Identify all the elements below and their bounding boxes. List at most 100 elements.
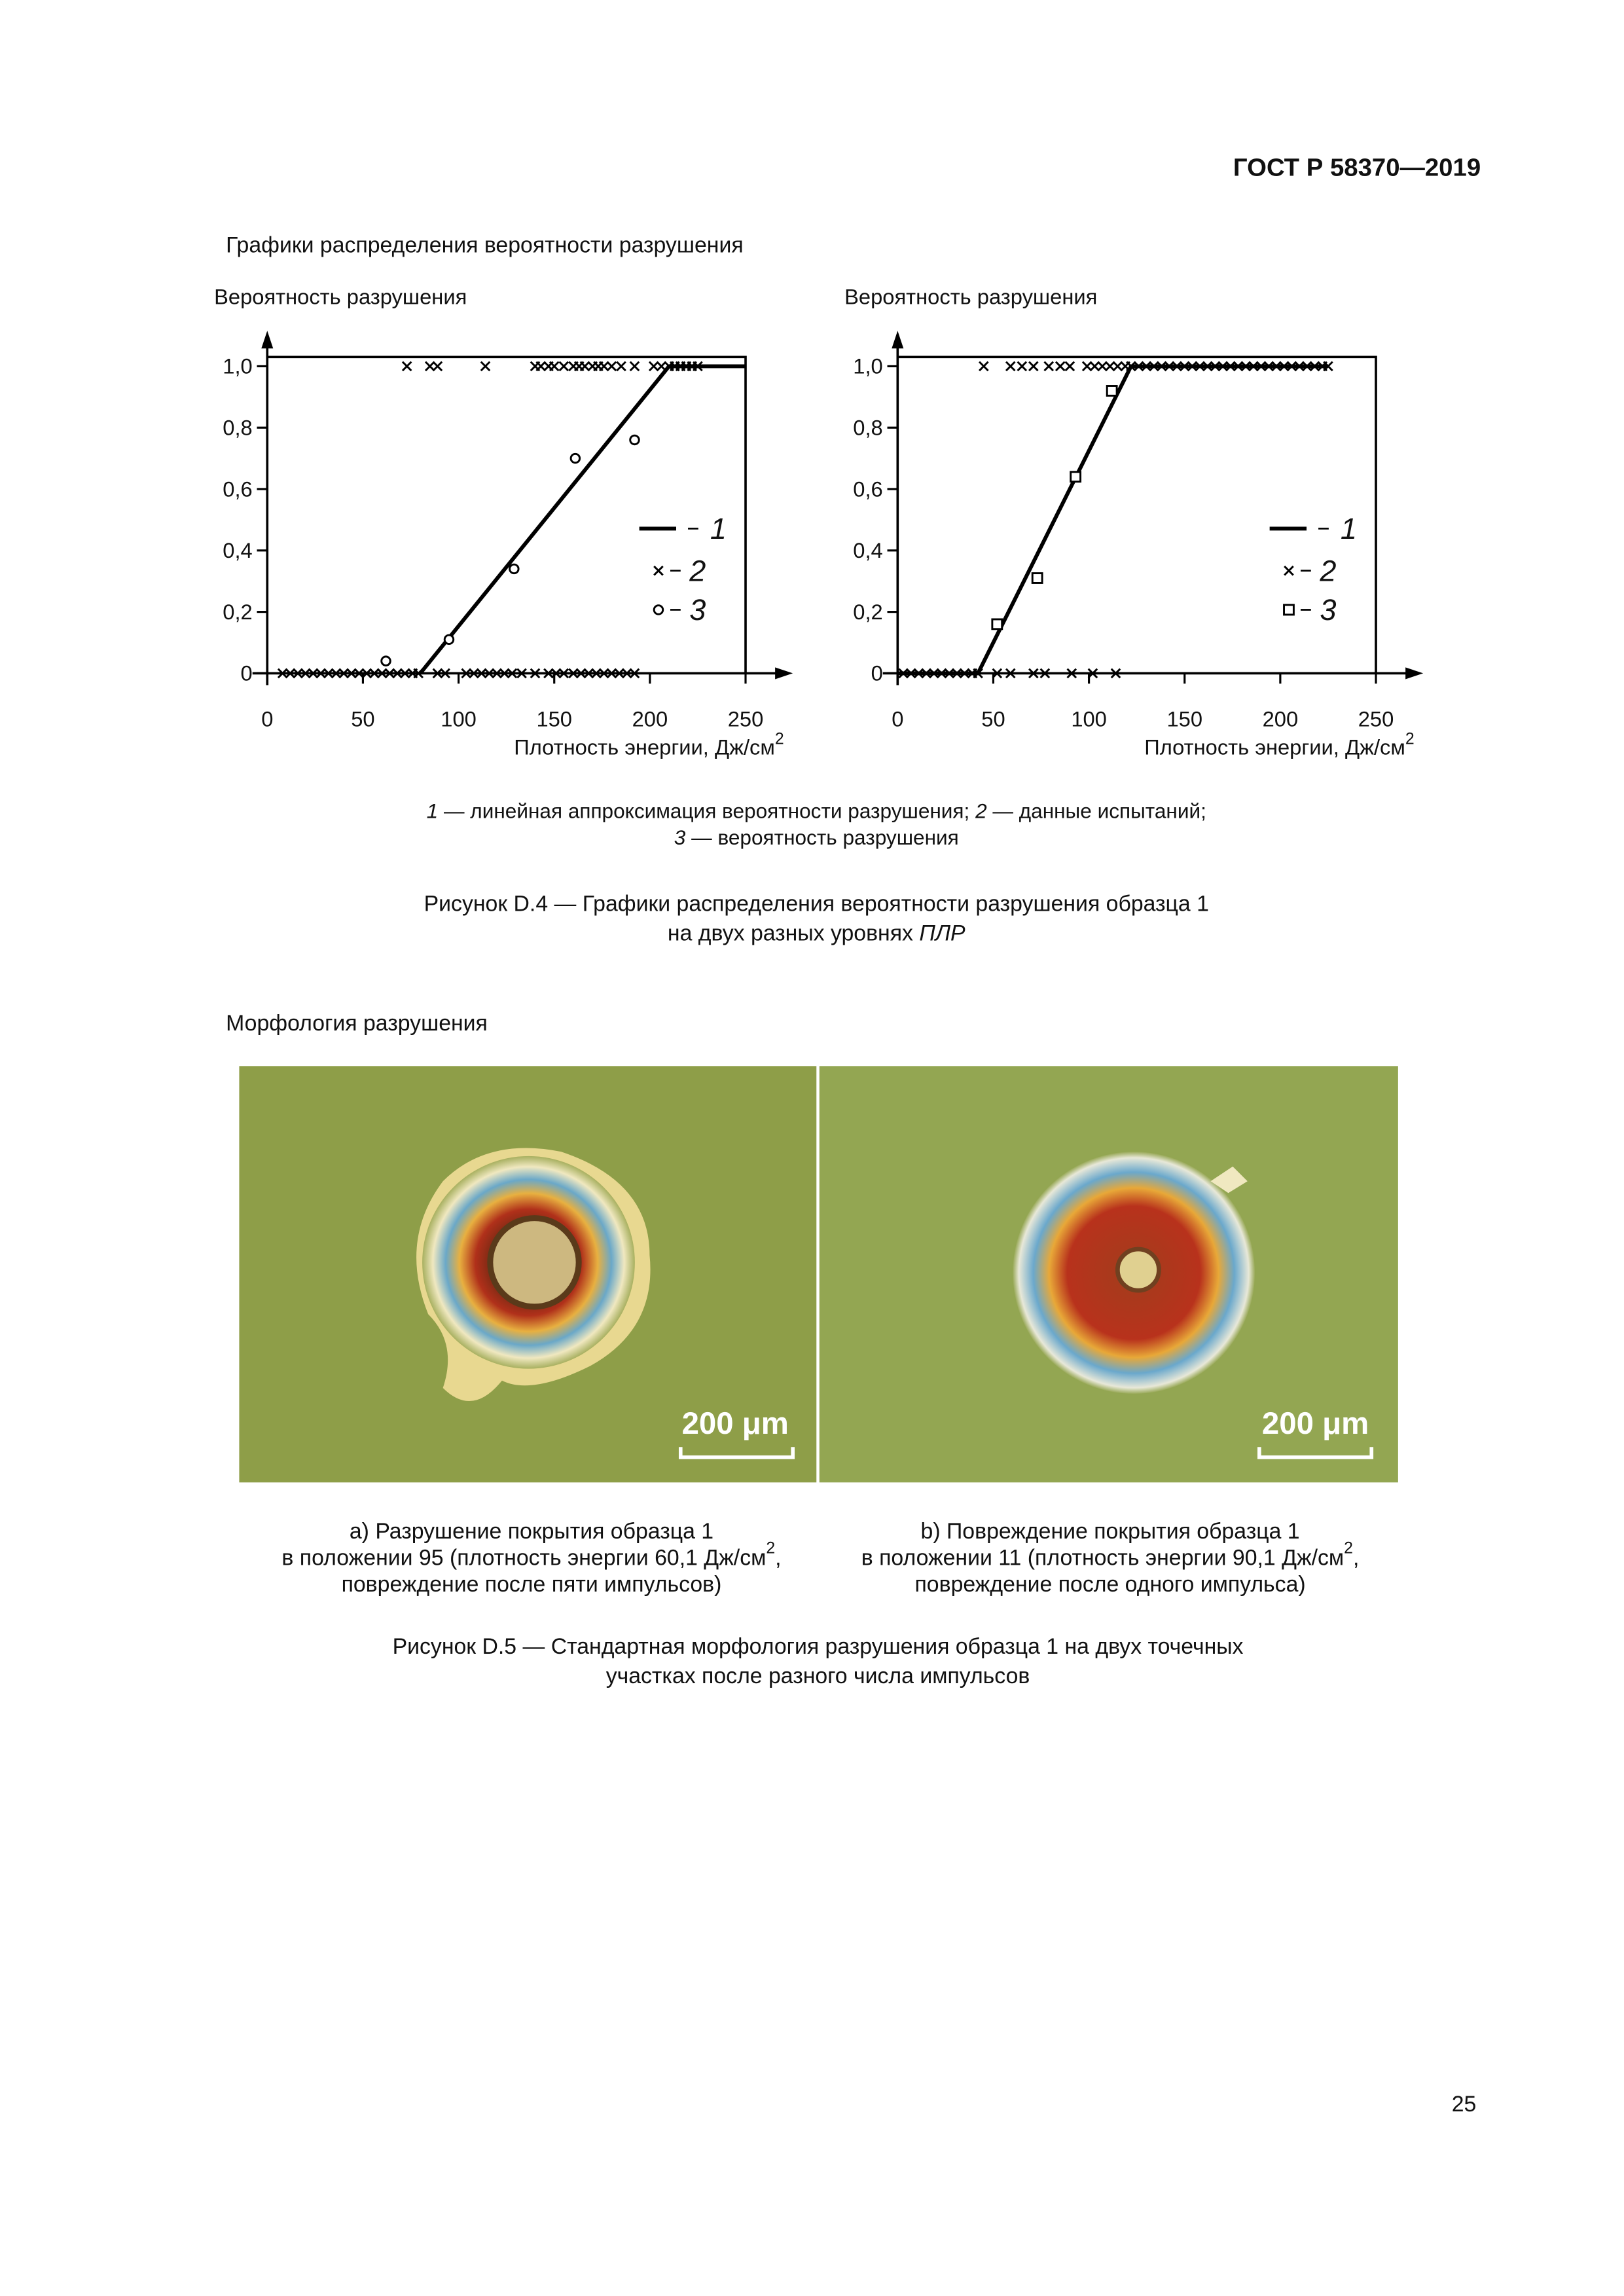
marker-x [693, 361, 703, 372]
note-text: — линейная аппроксимация вероятности раз… [438, 799, 975, 822]
page-number: 25 [1452, 2092, 1477, 2117]
marker-x [992, 668, 1003, 679]
caption-part: на двух разных уровнях [668, 921, 919, 946]
marker-x [1233, 361, 1244, 372]
legend-swatch [1284, 565, 1294, 576]
note-text: — вероятность разрушения [685, 826, 958, 849]
x-tick-label: 200 [632, 707, 668, 731]
y-tick-label: 0,4 [223, 538, 252, 562]
marker-x [959, 668, 970, 679]
marker-x [1089, 361, 1100, 372]
marker-x [1255, 361, 1267, 372]
scale-label: 200 μm [682, 1406, 789, 1441]
marker-x [944, 668, 955, 679]
marker-x [913, 668, 924, 679]
legend-note: 1 — линейная аппроксимация вероятности р… [427, 799, 1206, 822]
note-num: 1 [427, 799, 439, 822]
x-tick-label: 150 [536, 707, 572, 731]
legend-label: 2 [689, 554, 706, 587]
marker-x [401, 361, 412, 372]
note-num: 3 [674, 826, 686, 849]
image-caption: b) Повреждение покрытия образца 1 [921, 1519, 1300, 1544]
marker-x [1017, 361, 1028, 372]
marker-x [1179, 361, 1190, 372]
marker-x [1278, 361, 1290, 372]
marker-x [1248, 361, 1259, 372]
x-tick-label: 100 [1071, 707, 1107, 731]
marker-square [1106, 385, 1118, 397]
marker-x [1202, 361, 1213, 372]
note-num: 2 [975, 799, 987, 822]
caption-part: ПЛР [919, 921, 965, 946]
x-label-text: Плотность энергии, Дж/см [1144, 735, 1405, 759]
photo-a [239, 1066, 817, 1483]
x-label-sup: 2 [1405, 731, 1415, 748]
marker-x [898, 668, 909, 679]
scale-bar [678, 1447, 795, 1459]
marker-x [598, 668, 609, 679]
x-tick-label: 50 [981, 707, 1005, 731]
marker-x [1005, 668, 1016, 679]
section-title: Графики распределения вероятности разруш… [226, 233, 744, 258]
x-label-sup: 2 [775, 731, 784, 748]
figure-caption: Рисунок D.4 — Графики распределения веро… [424, 892, 1209, 917]
marker-x [1302, 361, 1312, 372]
marker-x [591, 668, 602, 679]
marker-x [399, 668, 410, 679]
x-axis-label: Плотность энергии, Дж/см2 [514, 731, 784, 759]
marker-x [469, 668, 479, 679]
marker-square [1031, 572, 1043, 584]
marker-square [1070, 471, 1082, 483]
marker-circle [380, 655, 391, 666]
marker-x [952, 668, 962, 679]
x-tick-label: 250 [728, 707, 764, 731]
marker-x [1141, 361, 1152, 372]
marker-x [1005, 361, 1016, 372]
marker-x [432, 668, 443, 679]
caption-part: , [775, 1546, 781, 1571]
marker-x [432, 361, 443, 372]
x-arrow [775, 667, 793, 680]
marker-x [629, 668, 640, 679]
marker-x [413, 668, 424, 679]
marker-x [550, 668, 562, 679]
marker-x [558, 361, 569, 372]
frame [897, 355, 1377, 674]
marker-x [516, 668, 527, 679]
y-tick-label: 1,0 [853, 354, 882, 378]
marker-x [1286, 361, 1297, 372]
marker-x [921, 668, 931, 679]
marker-x [1133, 361, 1144, 372]
marker-x [316, 668, 326, 679]
marker-x [346, 668, 357, 679]
marker-x [606, 668, 617, 679]
caption-sup: 2 [1344, 1540, 1353, 1558]
marker-circle [443, 634, 455, 646]
x-tick-label: 100 [441, 707, 477, 731]
marker-x [656, 361, 667, 372]
marker-x [1323, 361, 1333, 372]
marker-x [1110, 668, 1121, 679]
marker-x [1172, 361, 1182, 372]
legend-label: 2 [1319, 554, 1336, 587]
marker-x [440, 668, 450, 679]
marker-x [648, 361, 659, 372]
marker-x [323, 668, 334, 679]
marker-x [1064, 361, 1075, 372]
charts: Вероятность разрушения Плотность энергии,… [214, 285, 1424, 759]
caption-sup: 2 [766, 1540, 775, 1558]
marker-x [1039, 668, 1051, 679]
image-caption: повреждение после одного импульса) [914, 1572, 1305, 1597]
x-tick-label: 0 [261, 707, 273, 731]
legend-swatch [653, 604, 664, 615]
section-title: Морфология разрушения [226, 1011, 488, 1036]
legend-note: 3 — вероятность разрушения [674, 826, 959, 849]
marker-x [579, 361, 590, 372]
x-arrow [1405, 667, 1424, 680]
marker-x [549, 361, 560, 372]
legend-label: 3 [689, 593, 706, 627]
marker-x [285, 668, 296, 679]
marker-x [492, 668, 502, 679]
note-text: — данные испытаний; [987, 799, 1206, 822]
